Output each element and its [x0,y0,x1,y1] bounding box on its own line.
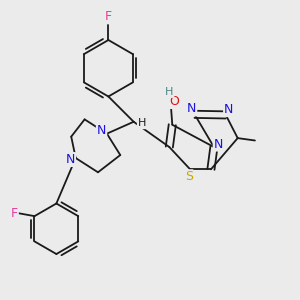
Text: N: N [187,103,196,116]
Text: F: F [11,207,18,220]
Text: H: H [138,118,146,128]
Text: N: N [224,103,233,116]
Text: S: S [184,170,193,183]
Text: N: N [214,138,223,151]
Text: N: N [66,153,75,166]
Text: F: F [105,10,112,23]
Text: H: H [165,87,173,97]
Text: O: O [169,95,179,108]
Text: N: N [97,124,106,137]
